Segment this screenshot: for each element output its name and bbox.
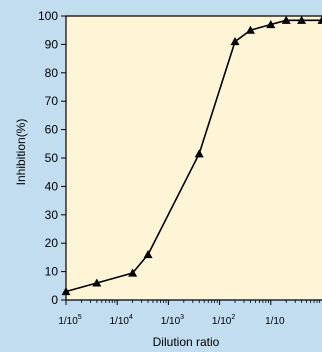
series — [61, 15, 322, 296]
ticks: 0 10 20 30 40 50 60 70 80 90 100 1/105 1/104 1/103 1/1… — [38, 9, 321, 327]
data-point — [143, 250, 153, 259]
data-point — [128, 268, 138, 277]
data-point — [317, 15, 322, 24]
y-tick-label: 0 — [51, 293, 58, 307]
y-tick-label: 90 — [45, 37, 59, 51]
y-tick-label: 40 — [45, 179, 59, 193]
y-tick-label: 20 — [45, 236, 59, 250]
y-tick-label: 70 — [45, 94, 59, 108]
x-tick-label: 1/102 — [212, 314, 235, 327]
data-point — [92, 278, 102, 287]
y-tick-label: 60 — [45, 123, 59, 137]
x-axis-title: Dilution ratio — [153, 335, 220, 349]
y-tick-label: 80 — [45, 66, 59, 80]
y-tick-label: 50 — [45, 151, 59, 165]
data-point — [297, 15, 307, 24]
data-point — [281, 15, 291, 24]
data-point — [266, 20, 276, 29]
data-point — [245, 25, 255, 34]
y-tick-label: 30 — [45, 208, 59, 222]
y-tick-label: 100 — [38, 9, 58, 23]
y-tick-label: 10 — [45, 265, 59, 279]
data-point — [61, 286, 71, 296]
y-axis-title: Inhibition(%) — [14, 119, 28, 186]
x-tick-label: 1/105 — [58, 314, 81, 327]
x-tick-label: 1/10 — [265, 316, 285, 327]
plot-area — [66, 16, 322, 300]
data-point — [194, 149, 204, 158]
data-point — [230, 37, 240, 46]
x-tick-label: 1/104 — [110, 314, 133, 327]
x-tick-label: 1/103 — [161, 314, 184, 327]
